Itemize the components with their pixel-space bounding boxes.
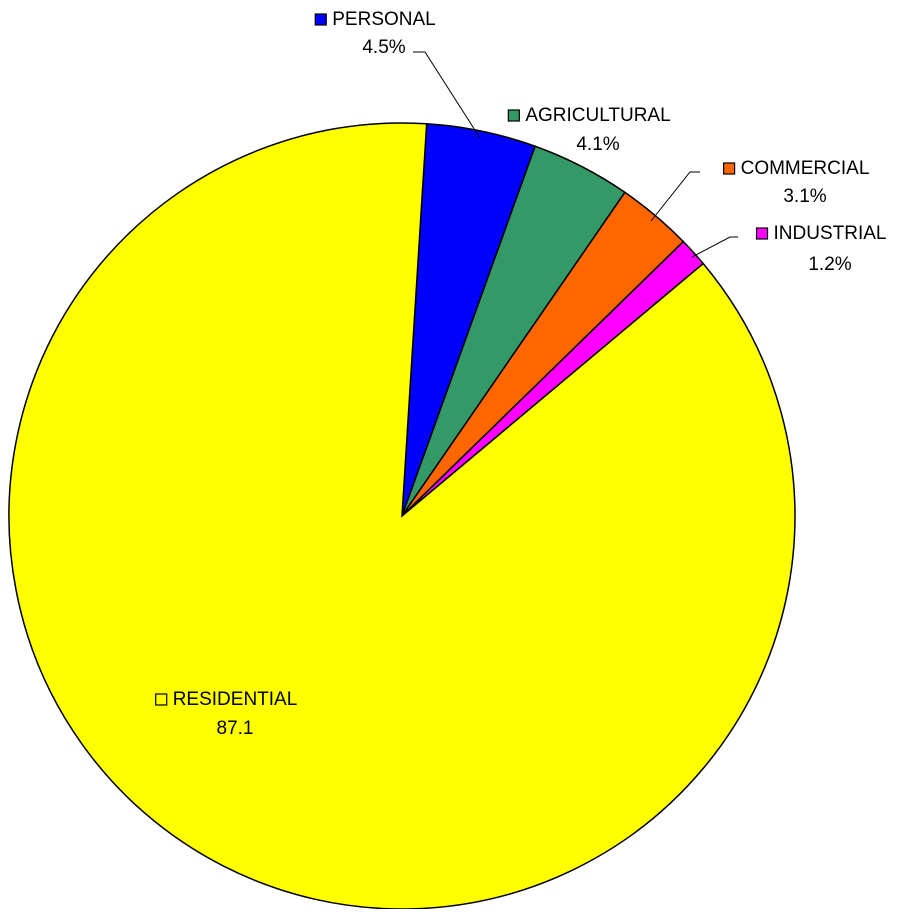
value-label: 3.1% (783, 186, 826, 207)
legend-swatch (755, 227, 769, 240)
slice-label: INDUSTRIAL (774, 223, 887, 244)
legend-swatch (723, 162, 736, 175)
slice-label: COMMERCIAL (741, 158, 870, 179)
value-label: 4.5% (362, 37, 405, 58)
leader-line (413, 51, 481, 139)
value-label: 4.1% (576, 134, 619, 155)
legend-swatch (507, 109, 520, 122)
pie-slice (8, 122, 796, 910)
slice-label: RESIDENTIAL (173, 689, 298, 710)
value-label: 1.2% (808, 254, 851, 275)
leader-line (691, 236, 738, 258)
slice-label: AGRICULTURAL (525, 105, 670, 126)
slice-label: PERSONAL (332, 9, 435, 30)
value-label: 87.1 (217, 718, 254, 739)
legend-swatch (155, 693, 168, 706)
legend-swatch (314, 13, 327, 26)
leader-line (650, 171, 700, 222)
